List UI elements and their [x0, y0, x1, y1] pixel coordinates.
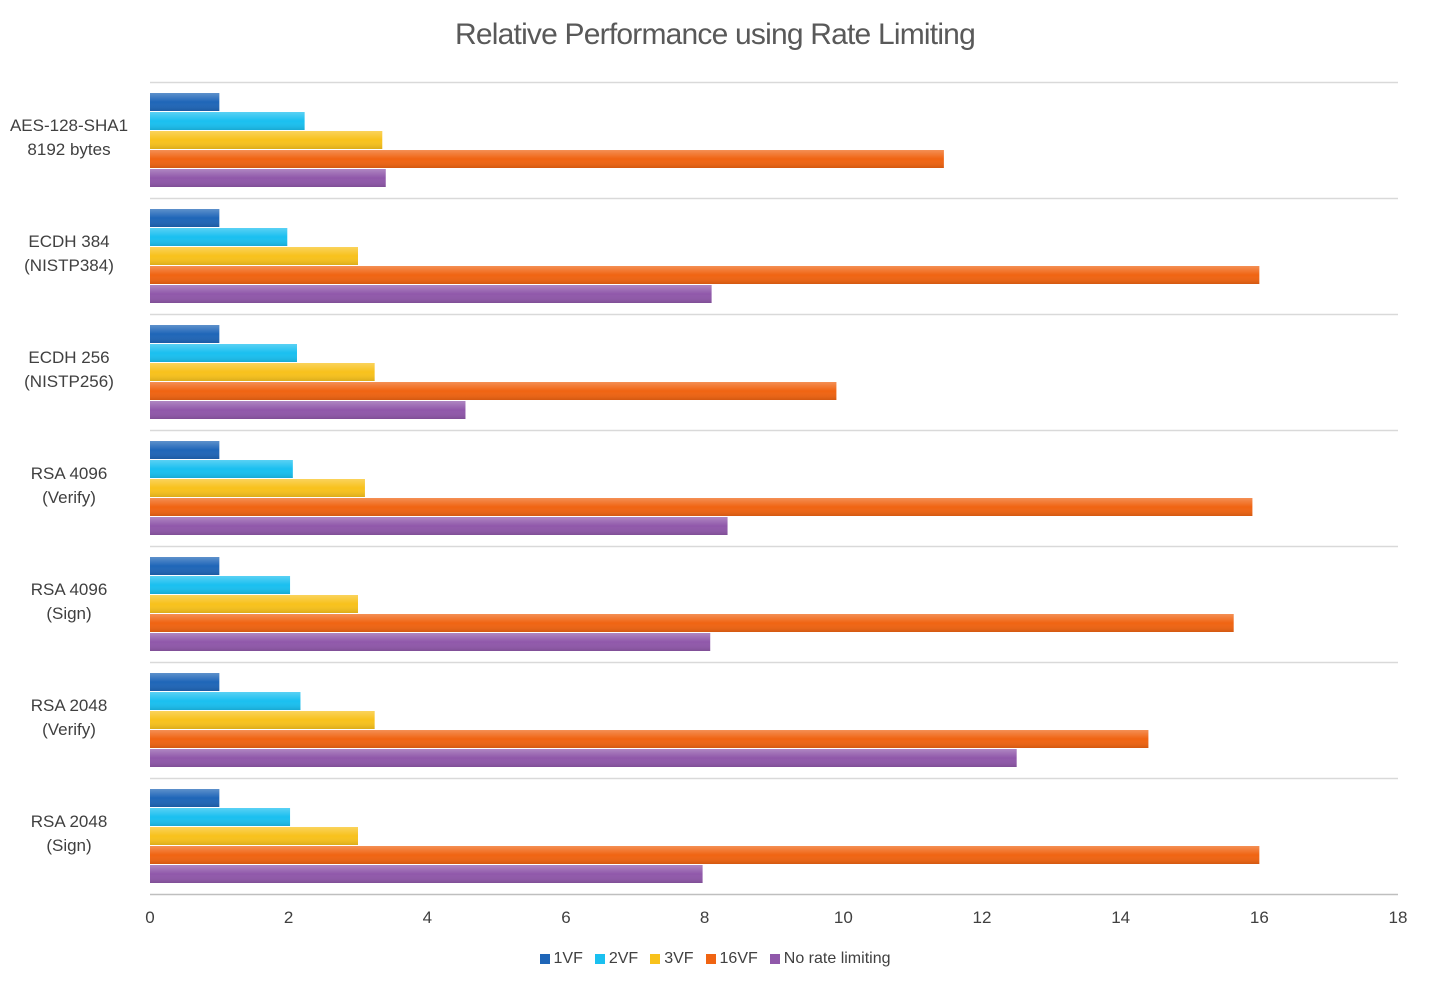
bar-shading — [150, 595, 358, 613]
bar-shading — [150, 789, 220, 807]
bar-shading — [150, 827, 358, 845]
bar-shading — [150, 247, 358, 265]
x-tick-label: 2 — [283, 908, 294, 927]
legend: 1VF 2VF 3VF 16VF No rate limiting — [0, 950, 1430, 968]
chart-title: Relative Performance using Rate Limiting — [455, 18, 976, 51]
bar-shading — [150, 557, 220, 575]
category-label-line: (NISTP384) — [24, 256, 114, 275]
bar-shading — [150, 325, 220, 343]
category-label-line: AES-128-SHA1 — [9, 116, 129, 135]
category-label: RSA 4096 (Verify) — [0, 462, 138, 510]
category-label-line: (Sign) — [46, 604, 92, 623]
bar-shading — [150, 749, 1017, 767]
bar-shading — [150, 131, 383, 149]
bar-shading — [150, 576, 291, 594]
category-label-line: (Verify) — [42, 488, 96, 507]
legend-swatch — [769, 954, 780, 964]
category-label: RSA 4096 (Sign) — [0, 578, 138, 626]
legend-label: 16VF — [719, 950, 758, 967]
bar-shading — [150, 382, 837, 400]
bar-shading — [150, 808, 291, 826]
bar-shading — [150, 460, 293, 478]
legend-swatch — [594, 954, 605, 964]
legend-item: No rate limiting — [769, 950, 891, 968]
category-label: RSA 2048 (Sign) — [0, 810, 138, 858]
category-label-line: RSA 4096 — [30, 464, 108, 483]
x-tick-label: 12 — [972, 908, 992, 927]
bar-shading — [150, 498, 1253, 516]
category-label: ECDH 384 (NISTP384) — [0, 230, 138, 278]
category-label-line: (NISTP256) — [24, 372, 114, 391]
x-tick-label: 18 — [1388, 908, 1408, 927]
bar-shading — [150, 169, 386, 187]
bar-shading — [150, 266, 1260, 284]
bar-shading — [150, 614, 1234, 632]
bar-shading — [150, 401, 466, 419]
bar-shading — [150, 479, 365, 497]
category-label-line: ECDH 384 — [28, 232, 110, 251]
bar-shading — [150, 209, 220, 227]
category-label: ECDH 256 (NISTP256) — [0, 346, 138, 394]
bar-shading — [150, 344, 297, 362]
bar-shading — [150, 93, 220, 111]
bar-shading — [150, 517, 728, 535]
bar-shading — [150, 865, 703, 883]
bar-shading — [150, 228, 288, 246]
x-tick-label: 16 — [1249, 908, 1269, 927]
legend-label: No rate limiting — [783, 950, 891, 967]
bar-shading — [150, 711, 375, 729]
x-tick-label: 14 — [1111, 908, 1131, 927]
legend-item: 3VF — [650, 950, 694, 968]
bar-shading — [150, 846, 1260, 864]
category-label-line: RSA 4096 — [30, 580, 108, 599]
category-label: RSA 2048 (Verify) — [0, 694, 138, 742]
x-tick-label: 6 — [561, 908, 571, 927]
bar-shading — [150, 150, 944, 168]
bar-shading — [150, 112, 305, 130]
category-label-line: RSA 2048 — [30, 696, 108, 715]
legend-label: 1VF — [553, 950, 583, 967]
legend-item: 16VF — [705, 950, 758, 968]
legend-item: 2VF — [594, 950, 639, 968]
bar-shading — [150, 633, 711, 651]
legend-swatch — [650, 954, 661, 964]
legend-label: 2VF — [608, 950, 639, 967]
bar-shading — [150, 441, 220, 459]
legend-swatch — [539, 954, 550, 964]
legend-item: 1VF — [539, 950, 583, 968]
x-tick-label: 10 — [833, 908, 853, 927]
category-label-line: 8192 bytes — [27, 140, 111, 159]
bar-shading — [150, 730, 1149, 748]
bar-shading — [150, 363, 375, 381]
category-label-line: RSA 2048 — [30, 812, 108, 831]
legend-label: 3VF — [664, 950, 694, 967]
category-label: AES-128-SHA1 8192 bytes — [0, 114, 138, 162]
category-label-line: (Sign) — [46, 836, 92, 855]
bar-shading — [150, 692, 301, 710]
x-tick-label: 8 — [699, 908, 710, 927]
category-label-line: (Verify) — [42, 720, 96, 739]
bar-shading — [150, 673, 220, 691]
category-label-line: ECDH 256 — [28, 348, 110, 367]
bar-shading — [150, 285, 712, 303]
x-tick-label: 0 — [145, 908, 155, 927]
legend-swatch — [705, 954, 716, 964]
x-tick-label: 4 — [422, 908, 433, 927]
